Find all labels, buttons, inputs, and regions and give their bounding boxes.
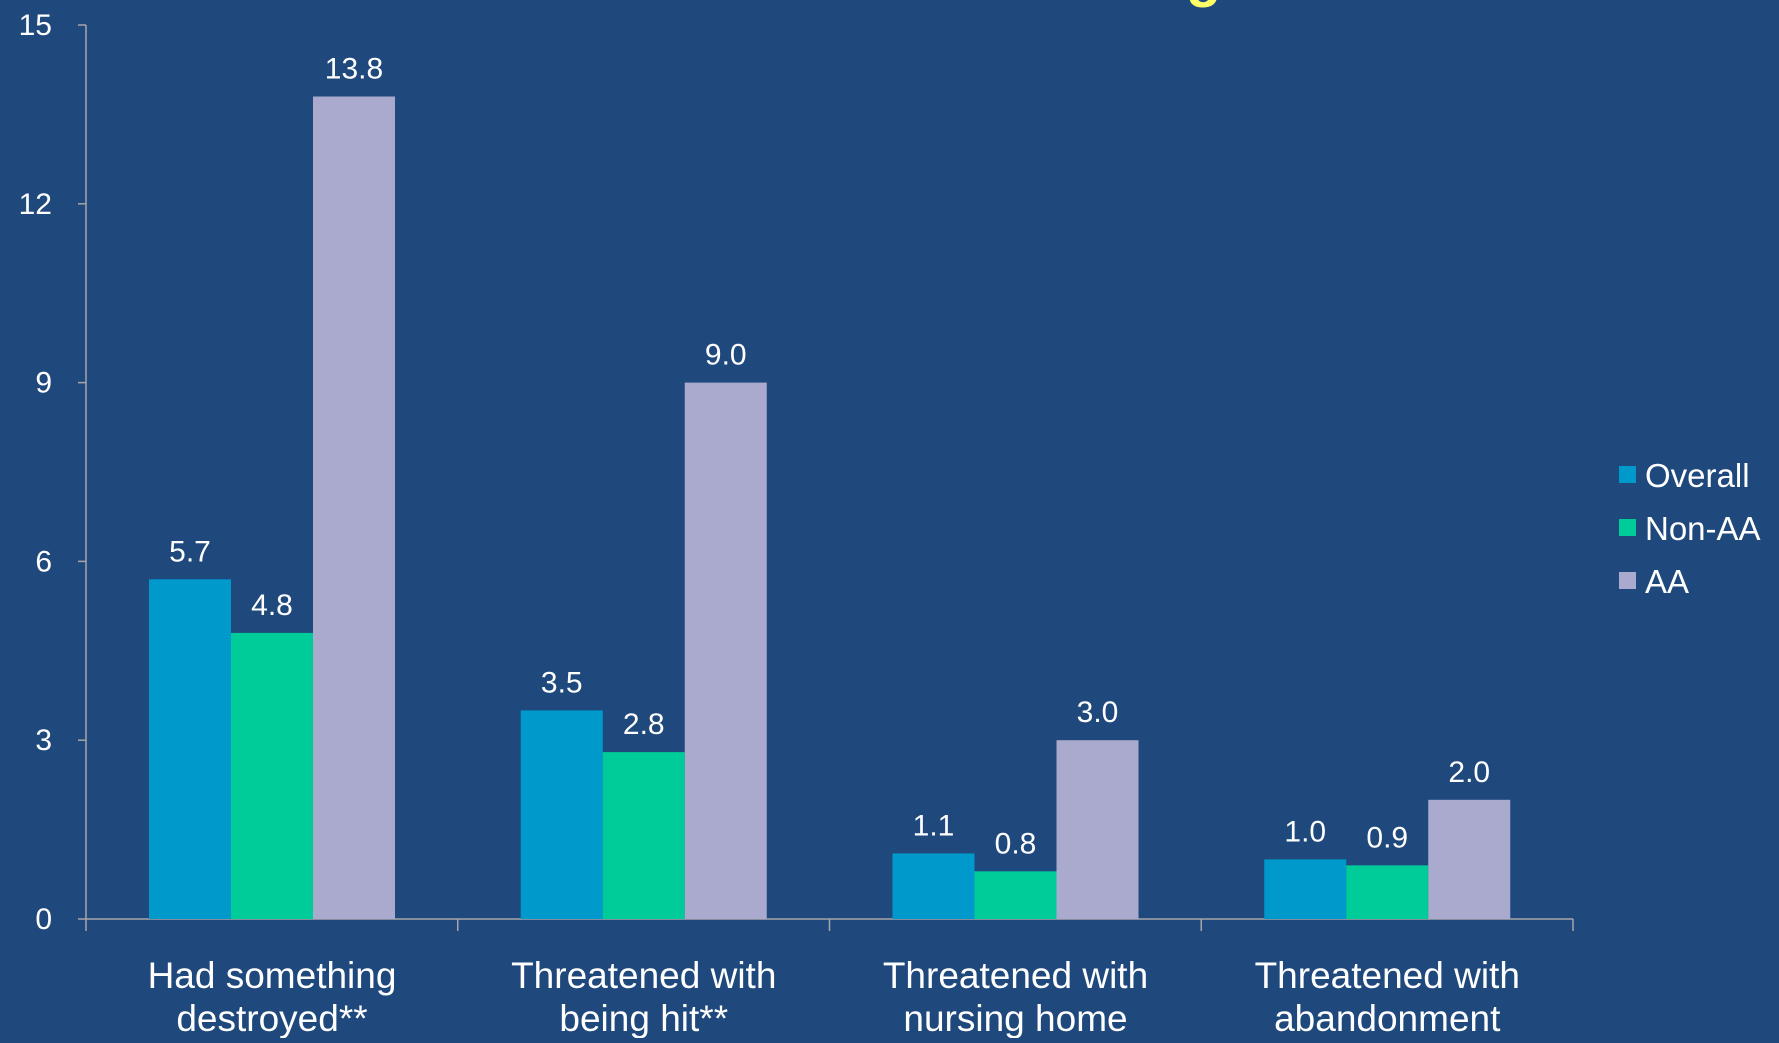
bar-aa-2 xyxy=(1057,740,1139,919)
legend-swatch-aa xyxy=(1619,572,1636,589)
bar-non-aa-2 xyxy=(975,871,1057,919)
x-category-label: destroyed** xyxy=(176,998,367,1038)
bar-non-aa-1 xyxy=(603,752,685,919)
y-tick-label: 9 xyxy=(35,367,52,400)
legend-swatch-overall xyxy=(1619,466,1636,483)
bar-overall-1 xyxy=(521,710,603,919)
y-tick-label: 6 xyxy=(35,545,52,578)
x-category-label: Threatened with xyxy=(883,955,1148,996)
chart-title: mistreatment since turning 60 xyxy=(0,0,1779,10)
x-category-label: Threatened with xyxy=(1255,955,1520,996)
x-category-label: Had something xyxy=(148,955,397,996)
legend-swatch-non-aa xyxy=(1619,519,1636,536)
data-label: 1.1 xyxy=(913,809,955,842)
legend-label: Overall xyxy=(1645,457,1750,494)
x-category-label: nursing home xyxy=(903,998,1127,1038)
bar-non-aa-0 xyxy=(231,633,313,919)
legend-label: Non-AA xyxy=(1645,510,1761,547)
bar-overall-0 xyxy=(149,579,231,919)
bar-aa-3 xyxy=(1428,800,1510,919)
data-label: 4.8 xyxy=(251,589,293,622)
bar-aa-1 xyxy=(685,383,767,919)
data-label: 3.0 xyxy=(1077,696,1119,729)
data-label: 1.0 xyxy=(1284,815,1326,848)
bar-overall-2 xyxy=(893,853,975,919)
y-tick-label: 0 xyxy=(35,903,52,936)
y-tick-label: 15 xyxy=(19,9,52,42)
y-tick-label: 3 xyxy=(35,724,52,757)
x-category-label: being hit** xyxy=(559,998,728,1038)
x-category-label: abandonment xyxy=(1274,998,1501,1038)
bar-overall-3 xyxy=(1264,859,1346,919)
data-label: 5.7 xyxy=(169,535,211,568)
data-label: 13.8 xyxy=(325,53,383,86)
x-category-label: Threatened with xyxy=(511,955,776,996)
legend-label: AA xyxy=(1645,563,1689,600)
bar-aa-0 xyxy=(313,97,395,919)
bar-non-aa-3 xyxy=(1346,865,1428,919)
y-tick-label: 12 xyxy=(19,188,52,221)
data-label: 3.5 xyxy=(541,666,583,699)
data-label: 0.8 xyxy=(995,827,1037,860)
data-label: 2.0 xyxy=(1448,756,1490,789)
data-label: 9.0 xyxy=(705,339,747,372)
data-label: 2.8 xyxy=(623,708,665,741)
data-label: 0.9 xyxy=(1366,821,1408,854)
